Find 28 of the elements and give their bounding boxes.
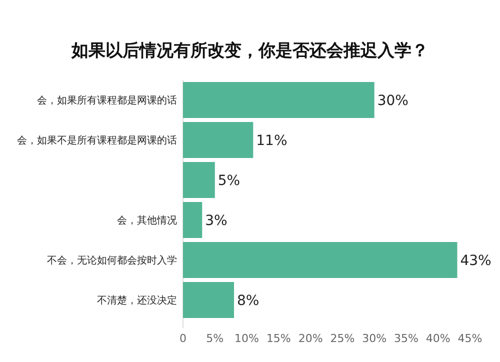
x-tick-label: 5% [206,332,224,345]
y-tick-label: 不会，无论如何都会按时入学 [47,254,177,266]
data-label: 3% [205,212,228,229]
x-tick-label: 20% [298,332,323,345]
x-tick-label: 35% [394,332,418,345]
bar [183,162,215,198]
x-tick-label: 25% [330,332,355,345]
x-tick-label: 40% [426,332,450,345]
y-tick-label: 会，如果不是所有课程都是网课的话 [17,134,177,146]
bar [183,202,202,238]
y-tick-label: 会，其他情况 [117,214,177,226]
data-label: 5% [218,172,240,189]
x-tick-label: 30% [362,332,387,345]
data-label: 11% [256,132,288,149]
x-tick-label: 45% [458,332,482,345]
data-label: 43% [460,252,492,269]
data-label: 30% [377,92,408,109]
data-label: 8% [237,292,260,309]
bar [183,82,374,118]
bar [183,282,234,318]
x-tick-label: 15% [266,332,291,345]
y-tick-label: 不清楚，还没决定 [97,294,177,306]
x-tick-label: 0 [180,332,186,345]
bar [183,122,254,158]
x-tick-label: 10% [234,332,260,345]
bar [183,242,458,278]
y-tick-label: 会，如果所有课程都是网课的话 [37,94,177,106]
chart-title: 如果以后情况有所改变，你是否还会推迟入学？ [70,41,428,61]
